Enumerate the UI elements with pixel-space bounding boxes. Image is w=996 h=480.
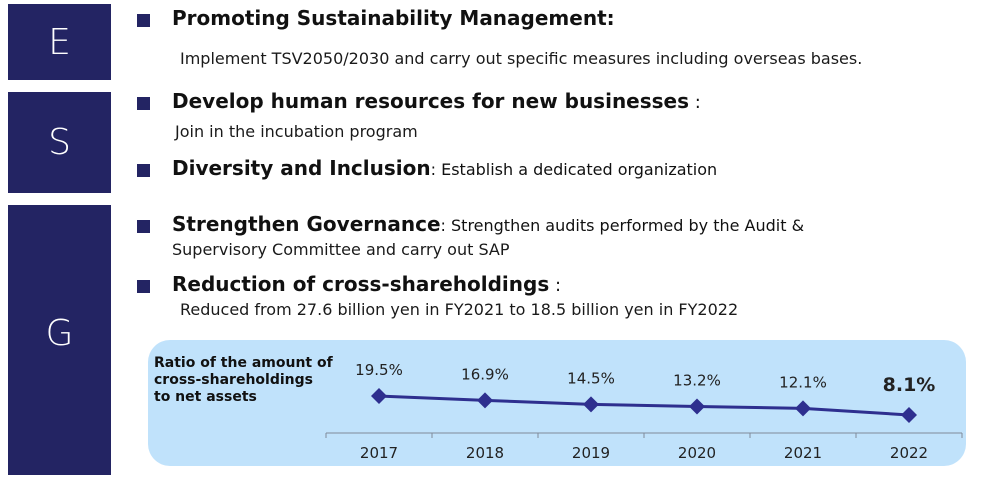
sustainability-heading: Promoting Sustainability Management: — [172, 6, 615, 30]
data-point-marker — [371, 388, 387, 404]
x-tick-label: 2021 — [784, 444, 822, 462]
governance-letter-box: G — [8, 205, 111, 475]
heading-title: Strengthen Governance — [172, 212, 441, 236]
series-line — [378, 394, 910, 417]
data-point-marker — [901, 407, 917, 423]
data-point-marker — [795, 400, 811, 417]
data-label: 8.1% — [883, 374, 936, 396]
governance-letter: G — [45, 313, 74, 354]
chart-title-line: Ratio of the amount of — [154, 355, 333, 371]
bullet-square-icon — [137, 14, 150, 27]
chart-title-line: cross-shareholdings — [154, 372, 313, 388]
environment-letter-box: E — [8, 4, 111, 80]
heading-title: Reduction of cross-shareholdings — [172, 272, 550, 296]
chart-title: Ratio of the amount of cross-shareholdin… — [154, 355, 333, 406]
data-label: 16.9% — [461, 365, 509, 383]
cross-shareholdings-heading: Reduction of cross-shareholdings : — [172, 272, 561, 296]
cross-shareholdings-detail: Reduced from 27.6 billion yen in FY2021 … — [180, 300, 739, 319]
x-tick-label: 2019 — [572, 444, 610, 462]
bullet-square-icon — [137, 280, 150, 293]
data-label: 19.5% — [355, 361, 403, 379]
sustainability-detail: Implement TSV2050/2030 and carry out spe… — [180, 49, 863, 68]
data-point-marker — [689, 398, 705, 415]
governance-detail: Supervisory Committee and carry out SAP — [172, 240, 510, 259]
data-label: 14.5% — [567, 369, 615, 387]
data-label: 13.2% — [673, 372, 721, 390]
x-tick-label: 2020 — [678, 444, 716, 462]
social-letter: S — [48, 122, 71, 163]
heading-title: Develop human resources for new business… — [172, 89, 690, 113]
data-point-marker — [477, 392, 493, 409]
x-tick-label: 2022 — [890, 444, 928, 462]
heading-inline-text: : Strengthen audits performed by the Aud… — [440, 216, 805, 235]
bullet-square-icon — [137, 97, 150, 110]
heading-title: Promoting Sustainability Management: — [172, 6, 615, 30]
bullet-square-icon — [137, 220, 150, 233]
chart-title-line: to net assets — [154, 389, 257, 405]
bullet-square-icon — [137, 164, 150, 177]
x-tick-label: 2017 — [360, 444, 398, 462]
environment-letter: E — [48, 21, 71, 63]
heading-title: Diversity and Inclusion — [172, 156, 431, 180]
human-resources-heading: Develop human resources for new business… — [172, 89, 701, 113]
data-point-marker — [583, 396, 599, 413]
diversity-heading: Diversity and Inclusion: Establish a ded… — [172, 156, 717, 180]
x-tick-label: 2018 — [466, 444, 504, 462]
social-letter-box: S — [8, 92, 111, 193]
governance-heading: Strengthen Governance: Strengthen audits… — [172, 212, 804, 236]
human-resources-detail: Join in the incubation program — [175, 122, 418, 141]
data-label: 12.1% — [779, 373, 827, 391]
heading-inline-text: : — [549, 275, 562, 296]
heading-inline-text: : — [689, 92, 701, 113]
heading-inline-text: : Establish a dedicated organization — [430, 160, 718, 179]
